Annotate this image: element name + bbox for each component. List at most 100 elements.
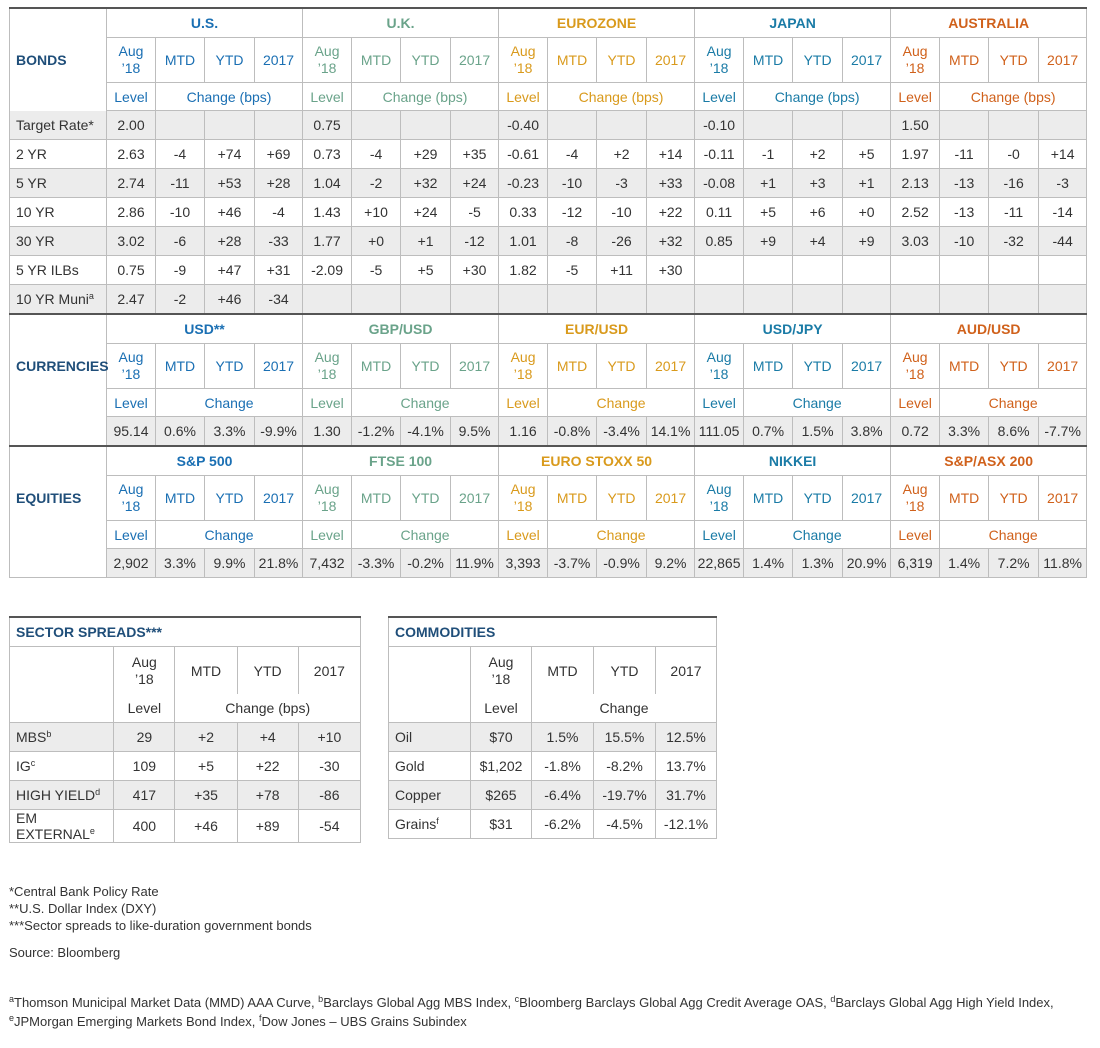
bond-cell: +46 (204, 284, 255, 315)
sector_spreads-cell: 109 (113, 751, 176, 781)
bond-cell: +31 (254, 255, 304, 285)
commodities-col-mtd: MTD (531, 646, 594, 694)
col-aug-month: Aug (706, 349, 732, 365)
sector_spreads-col-2017: 2017 (298, 646, 362, 694)
bond-cell (842, 110, 892, 140)
col-2017-australia: 2017 (1038, 37, 1088, 83)
bond-cell: +53 (204, 168, 255, 198)
equity-cell: 3.3% (155, 548, 205, 578)
currency-cell: 9.5% (450, 416, 500, 447)
bond-cell: 0.85 (694, 226, 745, 256)
bond-cell: +0 (842, 197, 892, 227)
sector_spreads-row-label-text: EM EXTERNAL (16, 810, 90, 842)
sector_spreads-sub-row: Level Change (bps) (10, 694, 361, 723)
sub-level-japan: Level (694, 388, 745, 417)
bond-cell: +30 (450, 255, 500, 285)
col-aug-eurozone: Aug ’18 (498, 343, 549, 389)
region-japan-currencies: USD/JPY (694, 313, 892, 344)
equities-column-header-row: Aug ’18 MTD YTD 2017 Aug ’18 MTD YTD 2017 Aug ’18 MT… (10, 475, 1088, 521)
bond-cell: +29 (400, 139, 452, 169)
bond-cell: 2.47 (106, 284, 156, 315)
bond-cell: -32 (988, 226, 1040, 256)
bonds-column-header-row: Aug ’18 MTD YTD 2017 Aug ’18 MTD YTD 2017 Aug ’18 MT… (10, 37, 1088, 83)
bond-row: 2 YR 2.63 -4 +74 +69 0.73 -4 +29 +35 -0.61 -4 +2 +14… (9, 139, 1088, 169)
equity-cell: -3.7% (547, 548, 598, 578)
bond-cell: +24 (450, 168, 500, 198)
sub-change-uk: Change (bps) (351, 82, 500, 111)
commodities-col-aug: Aug ’18 (470, 646, 532, 694)
currency-cell: -4.1% (400, 416, 452, 447)
bond-cell (547, 110, 598, 140)
equity-cell: 3,393 (498, 548, 549, 578)
footnote-f-marker: f (258, 1013, 262, 1023)
col-aug-year: ’18 (709, 366, 729, 382)
bond-cell (204, 110, 255, 140)
col-aug-month: Aug (118, 43, 144, 59)
commodities-row: Copper $265 -6.4% -19.7% 31.7% (388, 780, 717, 810)
currency-cell: 1.16 (498, 416, 549, 447)
commodities-row-label: Gold (388, 751, 471, 781)
bond-cell: -6 (155, 226, 205, 256)
col-mtd-eurozone: MTD (547, 37, 598, 83)
bond-cell: -5 (450, 197, 500, 227)
region-australia-bonds: AUSTRALIA (890, 7, 1088, 38)
bond-cell (547, 284, 598, 315)
currency-cell: 1.5% (792, 416, 844, 447)
bond-cell: +0 (351, 226, 402, 256)
equity-cell: 22,865 (694, 548, 745, 578)
sub-level-us: Level (106, 82, 156, 111)
bond-cell (450, 284, 500, 315)
footnote-f: Dow Jones – UBS Grains Subindex (261, 1014, 467, 1029)
col-mtd-us: MTD (155, 343, 205, 389)
bond-cell: +33 (646, 168, 696, 198)
market-summary: BONDS U.S. U.K. EUROZONE JAPAN AUSTRALIA Aug ’1… (9, 7, 1088, 578)
sector_spreads-cell: +2 (174, 722, 238, 752)
footnote-b: Barclays Global Agg MBS Index, (323, 995, 515, 1010)
bond-cell: 1.97 (890, 139, 941, 169)
bond-cell: -0.10 (694, 110, 745, 140)
sector_spreads-row-label: HIGH YIELDd (9, 780, 115, 810)
bond-cell: +28 (254, 168, 304, 198)
sub-change-japan: Change (743, 520, 892, 549)
bond-cell (988, 255, 1040, 285)
bond-cell (400, 110, 452, 140)
col-aug-year: ’18 (513, 366, 533, 382)
col-aug-month: Aug (510, 349, 536, 365)
col-aug-us: Aug ’18 (106, 475, 156, 521)
commodities-cell: -19.7% (593, 780, 656, 810)
bonds-section-title: BONDS (9, 7, 107, 111)
col-mtd-australia: MTD (939, 343, 990, 389)
currency-cell: -9.9% (254, 416, 304, 447)
commodities-row: Gold $1,202 -1.8% -8.2% 13.7% (388, 751, 717, 781)
bond-row-label-text: Target Rate* (16, 116, 94, 133)
sector_spreads-col-ytd: YTD (237, 646, 299, 694)
sector_spreads-row-label-sup: e (89, 826, 95, 836)
col-aug-year: ’18 (513, 60, 533, 76)
commodities-row: Oil $70 1.5% 15.5% 12.5% (388, 722, 717, 752)
bond-row: 5 YR ILBs 0.75 -9 +47 +31 -2.09 -5 +5 +30 1.82 -5 +… (9, 255, 1088, 285)
commodities-title: COMMODITIES (388, 616, 717, 647)
col-mtd-australia: MTD (939, 37, 990, 83)
col-ytd-uk: YTD (400, 343, 452, 389)
bond-cell (743, 284, 794, 315)
sector_spreads-cell: +89 (237, 809, 299, 843)
footnote-c: Bloomberg Barclays Global Agg Credit Ave… (519, 995, 831, 1010)
bond-cell: +11 (596, 255, 648, 285)
sector_spreads-col-mtd: MTD (174, 646, 238, 694)
col-2017-eurozone: 2017 (646, 475, 696, 521)
bond-cell: +1 (743, 168, 794, 198)
commodities-sub-row: Level Change (389, 694, 717, 723)
currency-cell: 3.8% (842, 416, 892, 447)
bond-cell: -2.09 (302, 255, 353, 285)
equity-cell: 9.2% (646, 548, 696, 578)
commodities-cell: 15.5% (593, 722, 656, 752)
sector_spreads-col-aug: Aug ’18 (113, 646, 176, 694)
bond-cell: +5 (743, 197, 794, 227)
col-aug-month: Aug (510, 481, 536, 497)
sector_spreads-row-label-sup: d (95, 787, 101, 797)
col-ytd-japan: YTD (792, 37, 844, 83)
bond-row: 5 YR 2.74 -11 +53 +28 1.04 -2 +32 +24 -0.23 -10 -3 +… (9, 168, 1088, 198)
col-aug-us: Aug ’18 (106, 37, 156, 83)
sector_spreads-row: IGc 109 +5 +22 -30 (9, 751, 362, 781)
equity-cell: -3.3% (351, 548, 402, 578)
